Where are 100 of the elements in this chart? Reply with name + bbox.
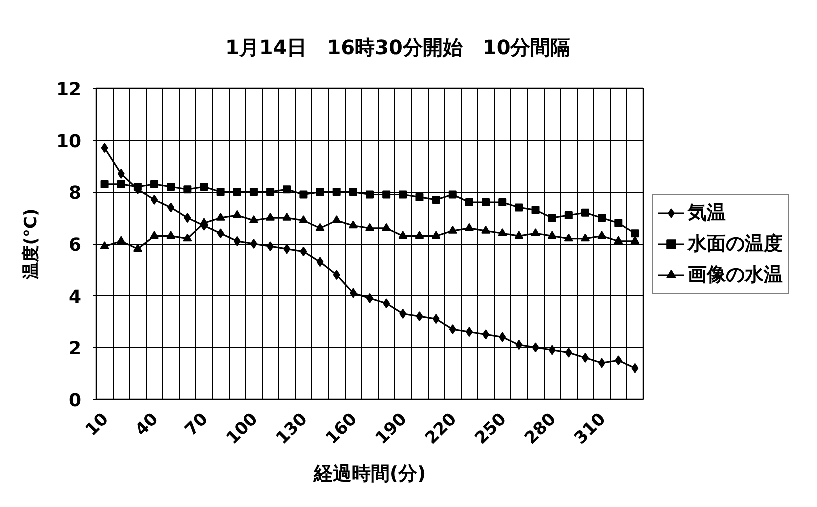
x-tick-label: 70 [182,409,212,440]
point [168,202,175,213]
legend-label: 画像の水温 [688,262,783,288]
point [200,218,209,226]
point [564,234,574,242]
point [482,198,490,207]
point [316,223,325,232]
point [432,196,440,204]
point [532,206,540,214]
point [632,363,639,374]
point [448,190,457,199]
point [200,182,208,191]
point [432,231,441,240]
y-tick-label: 12 [56,80,82,100]
x-axis-title: 経過時間(分) [312,462,426,485]
point [531,228,540,236]
point [432,314,440,324]
point [564,211,573,220]
point [383,298,390,309]
point [183,234,192,242]
point [532,342,540,353]
point [498,228,508,236]
point [100,180,109,188]
point [516,340,523,350]
point [150,231,160,240]
point [266,188,275,196]
point [548,231,557,240]
point [166,231,176,240]
point [349,188,358,196]
x-tick-label: 40 [132,409,163,440]
point [399,190,408,199]
point [366,190,374,199]
legend-label: 水面の温度 [688,232,783,256]
point [498,198,507,207]
point [366,223,374,232]
point [184,186,192,194]
point [350,288,357,298]
point [548,214,556,222]
point [250,188,258,196]
point [332,188,341,196]
point [116,236,126,244]
point [118,169,125,180]
point [249,216,258,224]
point [167,182,176,191]
point [548,345,556,356]
y-tick-label: 6 [68,235,82,256]
point [598,231,607,240]
point [267,242,274,252]
point [515,204,524,212]
point [614,219,623,228]
point [615,356,622,366]
y-axis-title: 温度(°C) [21,208,42,280]
point [101,143,108,154]
point [415,231,424,240]
point [465,198,474,207]
point [232,210,242,218]
point [466,327,473,338]
point [332,216,342,224]
point [266,212,276,221]
point [598,214,606,222]
point [233,188,242,196]
point [283,186,292,194]
point [184,213,192,224]
point [217,228,224,239]
point [448,226,458,234]
point [216,188,225,196]
point [580,234,590,242]
point [150,180,159,188]
point [499,332,506,342]
y-tick-label: 4 [68,286,82,308]
point [382,223,392,232]
legend-label: 気温 [688,200,726,226]
point [316,257,324,268]
point [134,182,142,191]
point [250,239,258,249]
point [614,236,624,244]
point [300,246,308,257]
point [416,312,424,322]
point [100,241,110,250]
point [234,236,241,246]
point [333,270,340,280]
point [416,193,424,202]
y-tick-label: 0 [68,390,82,412]
point [382,190,391,199]
point [482,226,491,234]
y-tick-label: 2 [68,338,82,360]
point [348,220,358,229]
point [598,358,606,368]
point [316,188,324,196]
point [216,212,226,221]
point [514,231,524,240]
point [300,190,308,199]
point [482,330,490,340]
point [151,194,158,205]
point [282,212,292,221]
point [299,216,308,224]
point [398,231,408,240]
y-tick-label: 8 [68,183,82,204]
point [565,348,572,358]
point [284,244,291,254]
